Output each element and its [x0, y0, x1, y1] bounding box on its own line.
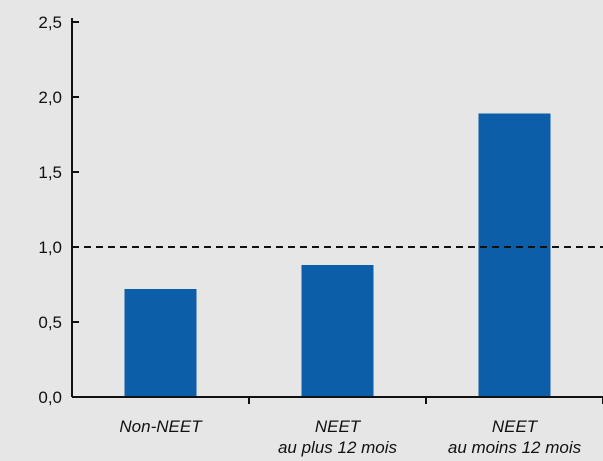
x-category-label: Non-NEET [119, 417, 203, 436]
x-category-label-line: au moins 12 mois [448, 438, 582, 457]
y-tick-label: 0,5 [38, 313, 62, 332]
bar-3 [478, 113, 551, 397]
bar-1 [124, 289, 197, 397]
y-tick-label: 2,5 [38, 13, 62, 32]
y-tick-label: 2,0 [38, 88, 62, 107]
bar-2 [301, 265, 374, 397]
y-tick-label: 1,5 [38, 163, 62, 182]
x-category-label-line: NEET [315, 417, 362, 436]
x-category-label-line: Non-NEET [119, 417, 203, 436]
x-category-label: NEET au plus 12 mois [278, 417, 398, 457]
x-category-label-line: NEET [492, 417, 539, 436]
x-category-label-line: au plus 12 mois [278, 438, 398, 457]
y-tick-label: 1,0 [38, 238, 62, 257]
x-category-label: NEET au moins 12 mois [448, 417, 582, 457]
y-tick-label: 0,0 [38, 388, 62, 407]
